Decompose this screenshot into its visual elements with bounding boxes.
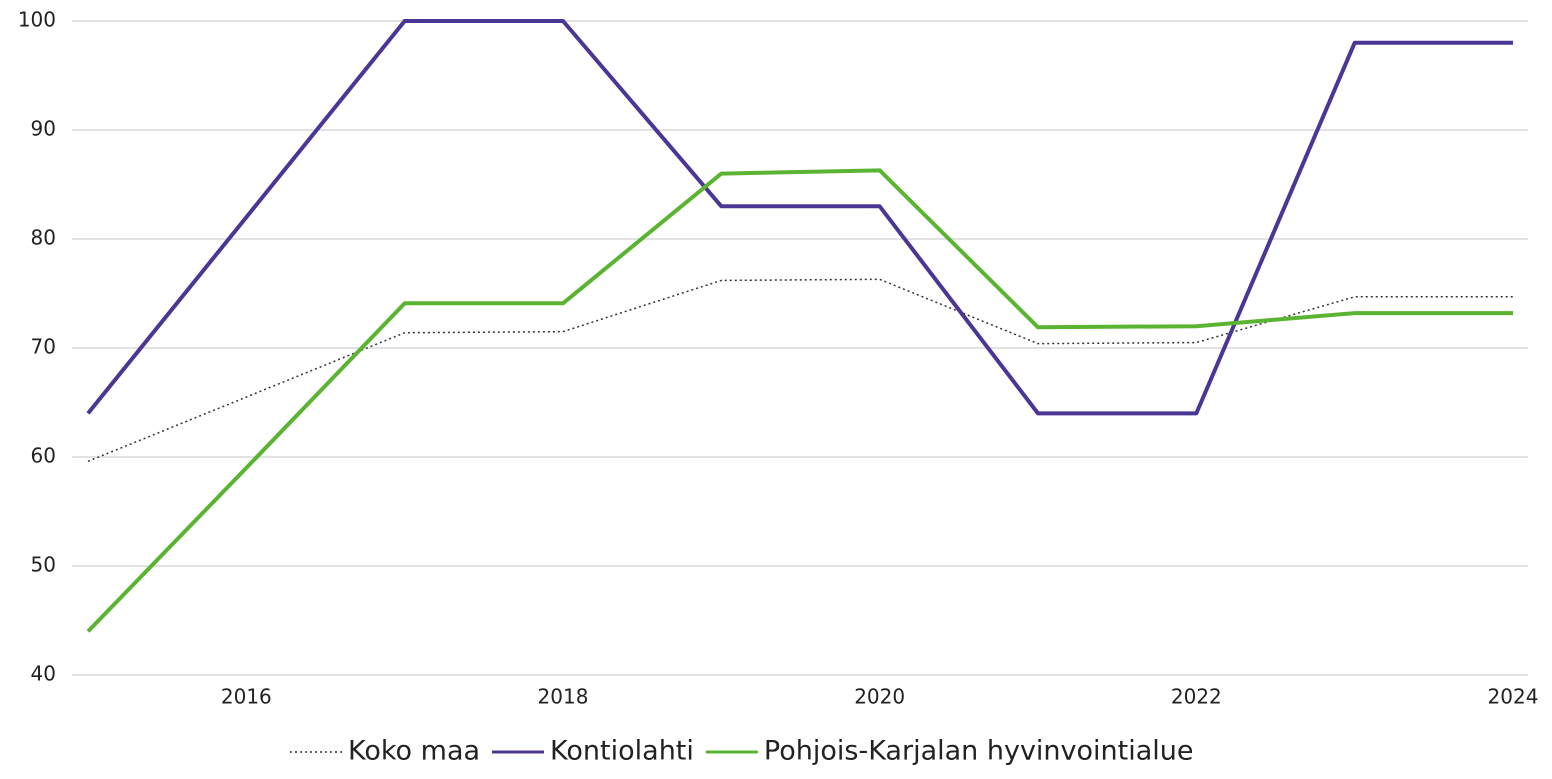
legend-label: Pohjois-Karjalan hyvinvointialue <box>764 736 1194 767</box>
y-tick-label: 50 <box>31 553 56 577</box>
legend-label: Kontiolahti <box>550 736 694 767</box>
x-tick-label: 2018 <box>538 685 589 709</box>
series-line <box>86 19 1513 416</box>
series-line <box>87 278 1513 463</box>
x-tick-label: 2022 <box>1171 685 1222 709</box>
y-tick-label: 100 <box>18 8 56 32</box>
legend-label: Koko maa <box>348 736 480 767</box>
y-tick-label: 40 <box>31 662 56 686</box>
series-line <box>86 168 1513 633</box>
y-tick-label: 70 <box>31 335 56 359</box>
x-tick-label: 2016 <box>221 685 272 709</box>
y-tick-label: 90 <box>31 117 56 141</box>
x-tick-label: 2020 <box>854 685 905 709</box>
y-tick-label: 60 <box>31 444 56 468</box>
y-tick-label: 80 <box>31 226 56 250</box>
x-tick-label: 2024 <box>1488 685 1539 709</box>
legend: Koko maa Kontiolahti Pohjois-Karjalan hyvi… <box>290 736 1194 767</box>
